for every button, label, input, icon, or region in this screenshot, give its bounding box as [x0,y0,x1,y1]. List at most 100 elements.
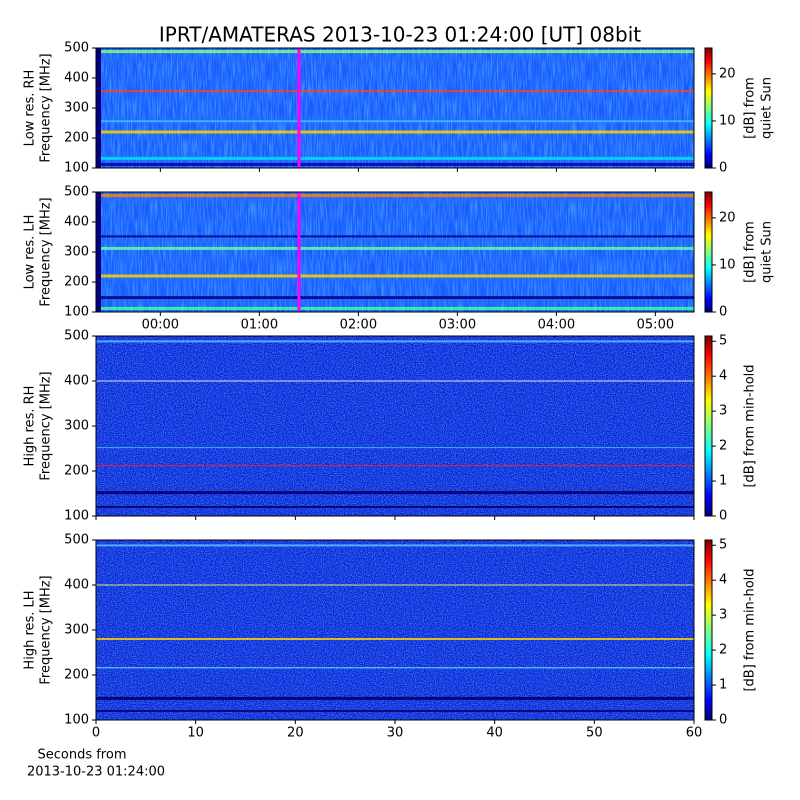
colorbar-tick-label: 1 [719,678,727,693]
colorbar-tick-label: 10 [719,113,736,128]
x-tick-label: 10 [187,726,204,741]
spectral-band [96,296,694,300]
x-axis-label: Seconds from [37,748,126,763]
colorbar-tick-label: 3 [719,404,727,419]
spectral-band [96,274,694,278]
x-axis-label: 2013-10-23 01:24:00 [27,765,165,780]
x-tick-label: 60 [686,726,703,741]
spectral-band [96,235,694,238]
y-tick-label: 300 [64,101,89,116]
x-tick-label: 01:00 [241,318,278,333]
spectral-band [96,50,694,54]
spectral-band [96,380,694,382]
colorbar-label: [dB] from [743,221,758,283]
spectral-band [96,447,694,449]
colorbar-label: quiet Sun [760,77,775,139]
spectrogram-noise [96,336,694,516]
colorbar [704,335,713,517]
y-tick-label: 500 [64,185,89,200]
y-tick-label: 500 [64,329,89,344]
y-tick-label: 400 [64,71,89,86]
y-tick-label: 100 [64,305,89,320]
y-tick-label: 400 [64,215,89,230]
y-tick-label: 500 [64,533,89,548]
y-axis-label: Low res. RH [23,70,38,147]
x-tick-label: 04:00 [538,318,575,333]
colorbar-tick-label: 5 [719,334,727,349]
colorbar [704,47,713,169]
x-tick-label: 50 [586,726,603,741]
dark-edge [96,48,101,168]
figure-title: IPRT/AMATERAS 2013-10-23 01:24:00 [UT] 0… [159,23,641,47]
x-tick-label: 40 [486,726,503,741]
spectral-band [96,638,694,640]
spectral-band [96,340,694,343]
colorbar-tick-label: 20 [719,66,736,81]
y-tick-label: 300 [64,419,89,434]
colorbar-tick-label: 0 [719,161,727,176]
spectral-band [96,696,694,700]
colorbar-tick-label: 3 [719,608,727,623]
y-axis-label: Frequency [MHz] [39,197,54,306]
spectral-band [96,584,694,586]
y-tick-label: 100 [64,713,89,728]
y-axis-label: Frequency [MHz] [39,371,54,480]
colorbar-tick-label: 20 [719,210,736,225]
y-tick-label: 200 [64,464,89,479]
spectral-band [96,306,694,310]
colorbar-label: [dB] from min-hold [743,364,758,487]
y-tick-label: 200 [64,131,89,146]
y-tick-label: 400 [64,578,89,593]
colorbar-tick-label: 4 [719,369,727,384]
spectral-band [96,246,694,250]
colorbar-tick-label: 10 [719,257,736,272]
y-tick-label: 300 [64,623,89,638]
x-tick-label: 03:00 [439,318,476,333]
colorbar [704,539,713,721]
spectral-band [96,90,694,93]
spectral-band [96,156,694,160]
x-tick-label: 05:00 [637,318,674,333]
spectral-band [96,194,694,198]
spectrogram-noise [96,48,694,168]
spectral-band [96,710,694,712]
spectral-band [96,120,694,123]
x-tick-label: 0 [92,726,100,741]
y-tick-label: 400 [64,374,89,389]
y-axis-label: Frequency [MHz] [39,575,54,684]
y-tick-label: 100 [64,161,89,176]
y-axis-label: High res. LH [23,590,38,669]
spectral-band [96,544,694,547]
colorbar-tick-label: 5 [719,538,727,553]
y-axis-label: Frequency [MHz] [39,53,54,162]
y-tick-label: 300 [64,245,89,260]
colorbar-label: quiet Sun [760,221,775,283]
x-tick-label: 00:00 [142,318,179,333]
x-tick-label: 20 [287,726,304,741]
colorbar-tick-label: 0 [719,305,727,320]
spectrogram-noise [96,192,694,312]
spectral-band [96,465,694,467]
y-tick-label: 100 [64,509,89,524]
y-tick-label: 200 [64,275,89,290]
colorbar [704,191,713,313]
spectral-band [96,162,694,166]
colorbar-label: [dB] from min-hold [743,568,758,691]
y-tick-label: 500 [64,41,89,56]
y-axis-label: Low res. LH [23,215,38,290]
spectral-band [96,667,694,669]
colorbar-tick-label: 2 [719,643,727,658]
panel: 100 200 300 400 500 High res. RH Frequency [MH… [23,329,758,524]
spectral-band [96,506,694,508]
spectral-band [96,130,694,134]
colorbar-tick-label: 1 [719,474,727,489]
colorbar-tick-label: 2 [719,439,727,454]
colorbar-tick-label: 0 [719,713,727,728]
colorbar-label: [dB] from [743,77,758,139]
colorbar-tick-label: 0 [719,509,727,524]
x-tick-label: 30 [387,726,404,741]
